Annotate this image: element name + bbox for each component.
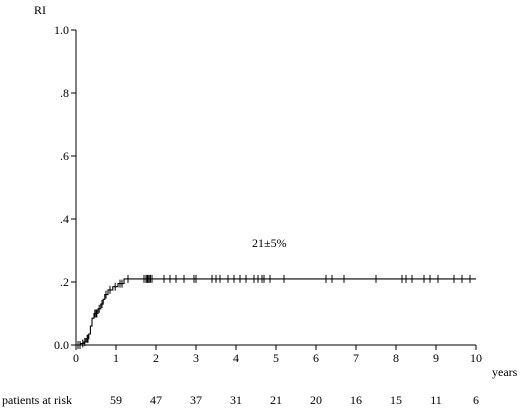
- at-risk-count: 59: [110, 393, 122, 407]
- x-tick-label: 0: [73, 351, 79, 365]
- x-tick-label: 9: [433, 351, 439, 365]
- y-tick-label: .6: [60, 149, 69, 163]
- x-tick-label: 8: [393, 351, 399, 365]
- at-risk-count: 15: [390, 393, 402, 407]
- x-tick-label: 6: [313, 351, 319, 365]
- annotation-text: 21±5%: [252, 236, 287, 250]
- plot-area: 0.0 .2 .4 .6 .8 1.0 0 1 2 3 4 5 6 7 8 9 10 59 47 37 31 21 20 16…: [54, 23, 482, 407]
- at-risk-count: 21: [270, 393, 282, 407]
- y-tick-label: 1.0: [54, 23, 69, 37]
- x-tick-label: 1: [113, 351, 119, 365]
- at-risk-count: 6: [473, 393, 479, 407]
- cumulative-incidence-curve: [76, 278, 476, 346]
- y-axis-label: RI: [34, 3, 46, 17]
- at-risk-label: patients at risk: [2, 393, 72, 407]
- at-risk-count: 31: [230, 393, 242, 407]
- y-tick-label: 0.0: [54, 338, 69, 352]
- at-risk-count: 16: [350, 393, 362, 407]
- x-tick-label: 4: [233, 351, 239, 365]
- y-tick-label: .8: [60, 86, 69, 100]
- x-tick-label: 3: [193, 351, 199, 365]
- at-risk-count: 37: [190, 393, 202, 407]
- x-tick-label: 7: [353, 351, 359, 365]
- y-tick-label: .4: [60, 212, 69, 226]
- at-risk-count: 20: [310, 393, 322, 407]
- at-risk-count: 11: [430, 393, 442, 407]
- y-tick-label: .2: [60, 275, 69, 289]
- x-tick-label: 2: [153, 351, 159, 365]
- at-risk-count: 47: [150, 393, 162, 407]
- x-tick-label: 10: [470, 351, 482, 365]
- x-tick-label: 5: [273, 351, 279, 365]
- x-axis-label: years: [492, 365, 518, 379]
